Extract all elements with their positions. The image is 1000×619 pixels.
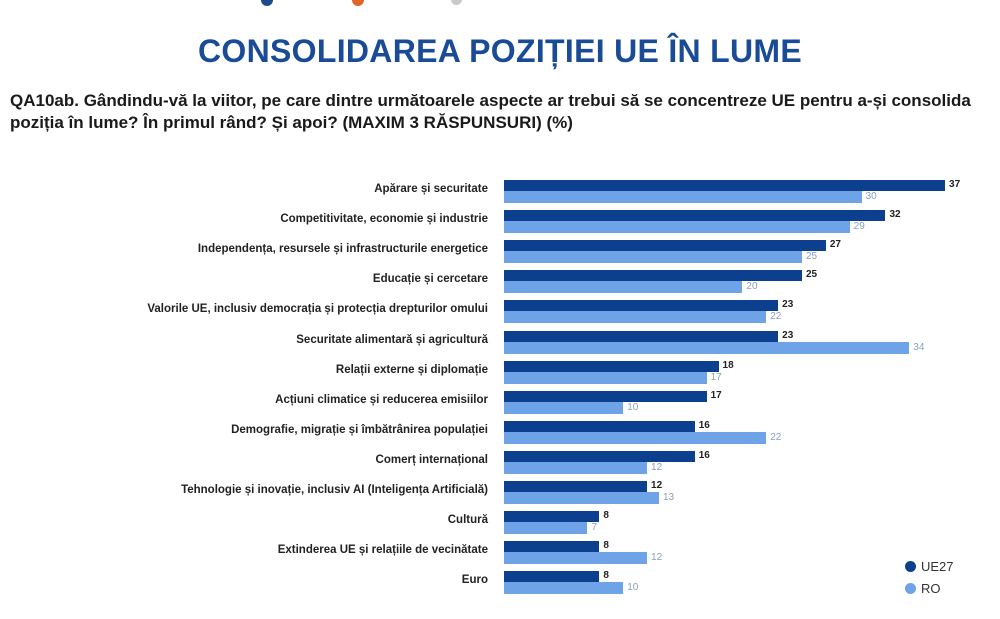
bar-ro xyxy=(504,461,648,474)
bar-ro xyxy=(504,311,767,324)
category-label: Apărare și securitate xyxy=(374,183,488,195)
value-label-ro: 12 xyxy=(651,461,663,473)
chart-row: Apărare și securitate 37 30 xyxy=(0,179,1000,204)
chart-row: Educație și cercetare 25 20 xyxy=(0,269,1000,294)
bar-ro xyxy=(504,371,707,384)
legend-item-ue27: UE27 xyxy=(905,555,954,577)
decorative-dot-icon xyxy=(261,0,273,6)
value-label-ue27: 16 xyxy=(698,419,710,431)
value-label-ro: 7 xyxy=(591,522,597,534)
chart-legend: UE27 RO xyxy=(905,555,954,599)
bar-ue27 xyxy=(504,180,946,191)
chart-row: Relații externe și diplomație 18 17 xyxy=(0,359,1000,385)
category-label: Acțiuni climatice și reducerea emisiilor xyxy=(275,393,488,406)
value-label-ue27: 16 xyxy=(698,449,710,461)
category-label: Valorile UE, inclusiv democrația și prot… xyxy=(147,303,488,316)
category-label: Securitate alimentară și agricultură xyxy=(296,333,488,346)
value-label-ue27: 27 xyxy=(829,239,841,251)
value-label-ro: 29 xyxy=(853,221,865,233)
legend-label: UE27 xyxy=(921,558,954,574)
value-label-ro: 10 xyxy=(627,582,639,594)
value-label-ue27: 23 xyxy=(782,329,794,341)
category-label: Extinderea UE și relațiile de vecinătate xyxy=(277,544,488,557)
category-label: Euro xyxy=(461,574,488,587)
bar-ro xyxy=(504,251,802,264)
value-label-ue27: 8 xyxy=(603,510,609,522)
bar-ue27 xyxy=(504,300,779,312)
chart-row: Independența, resursele și infrastructur… xyxy=(0,239,1000,264)
value-label-ue27: 8 xyxy=(603,570,609,582)
bar-ro xyxy=(504,582,624,595)
survey-question: QA10ab. Gândindu-vă la viitor, pe care d… xyxy=(10,91,971,132)
chart-row: Tehnologie și inovație, inclusiv AI (Int… xyxy=(0,480,1000,505)
category-label: Educație și cercetare xyxy=(372,273,488,286)
chart-row: Securitate alimentară și agricultură 23 34 xyxy=(0,329,1000,355)
value-label-ue27: 12 xyxy=(651,480,663,491)
value-label-ue27: 25 xyxy=(806,269,818,281)
category-label: Relații externe și diplomație xyxy=(335,363,488,376)
bar-ro xyxy=(504,552,648,565)
bar-ro xyxy=(504,401,624,414)
bar-ro xyxy=(504,281,743,294)
chart-row: Competitivitate, economie și industrie 32… xyxy=(0,209,1000,234)
value-label-ro: 25 xyxy=(806,251,818,263)
bar-ue27 xyxy=(504,330,779,342)
decorative-dot-icon xyxy=(451,0,462,5)
chart-row: Comerț internațional 16 12 xyxy=(0,449,1000,475)
chart-row: Valorile UE, inclusiv democrația și prot… xyxy=(0,299,1000,324)
value-label-ro: 12 xyxy=(651,552,663,564)
category-label: Competitivitate, economie și industrie xyxy=(280,213,488,226)
value-label-ue27: 8 xyxy=(603,540,609,552)
value-label-ue27: 18 xyxy=(722,359,734,371)
legend-dot-icon xyxy=(905,582,916,594)
category-label: Tehnologie și inovație, inclusiv AI (Int… xyxy=(181,484,488,496)
value-label-ro: 22 xyxy=(770,431,782,443)
value-label-ro: 20 xyxy=(746,281,758,293)
bar-ro xyxy=(504,492,659,504)
bar-ro xyxy=(504,191,862,203)
bar-ue27 xyxy=(504,541,600,553)
value-label-ue27: 17 xyxy=(710,389,722,401)
category-label: Comerț internațional xyxy=(375,453,488,466)
legend-label: RO xyxy=(921,580,941,596)
bar-ue27 xyxy=(504,450,695,462)
value-label-ro: 22 xyxy=(770,311,782,323)
legend-item-ro: RO xyxy=(905,577,954,599)
bar-ro xyxy=(504,431,767,444)
category-label: Demografie, migrație și îmbătrânirea pop… xyxy=(231,423,488,436)
decorative-dot-icon xyxy=(352,0,364,6)
chart-row: Acțiuni climatice și reducerea emisiilor… xyxy=(0,389,1000,415)
legend-dot-icon xyxy=(905,560,916,572)
value-label-ue27: 37 xyxy=(949,179,961,190)
bar-ue27 xyxy=(504,270,802,282)
bar-ue27 xyxy=(504,240,826,252)
category-label: Cultură xyxy=(447,514,488,527)
bar-ue27 xyxy=(504,390,707,402)
bar-ue27 xyxy=(504,511,600,523)
bar-ro xyxy=(504,522,588,535)
bar-ro xyxy=(504,341,910,354)
value-label-ue27: 32 xyxy=(889,209,901,221)
value-label-ro: 13 xyxy=(662,492,675,503)
chart-row: Demografie, migrație și îmbătrânirea pop… xyxy=(0,419,1000,445)
value-label-ro: 34 xyxy=(913,341,925,353)
bar-ue27 xyxy=(504,210,886,222)
bar-ro xyxy=(504,221,850,234)
value-label-ro: 30 xyxy=(865,191,877,202)
chart-row: Cultură 8 7 xyxy=(0,510,1000,535)
value-label-ue27: 23 xyxy=(782,299,794,311)
bar-ue27 xyxy=(504,571,600,583)
page-title: CONSOLIDAREA POZIȚIEI UE ÎN LUME xyxy=(198,33,802,69)
chart-row: Euro 8 10 xyxy=(0,570,1000,595)
value-label-ro: 10 xyxy=(627,401,639,413)
value-label-ro: 17 xyxy=(710,371,722,383)
bar-ue27 xyxy=(504,420,695,432)
category-label: Independența, resursele și infrastructur… xyxy=(197,243,488,256)
chart-row: Extinderea UE și relațiile de vecinătate… xyxy=(0,540,1000,565)
bar-ue27 xyxy=(504,360,719,372)
bar-ue27 xyxy=(504,481,648,492)
